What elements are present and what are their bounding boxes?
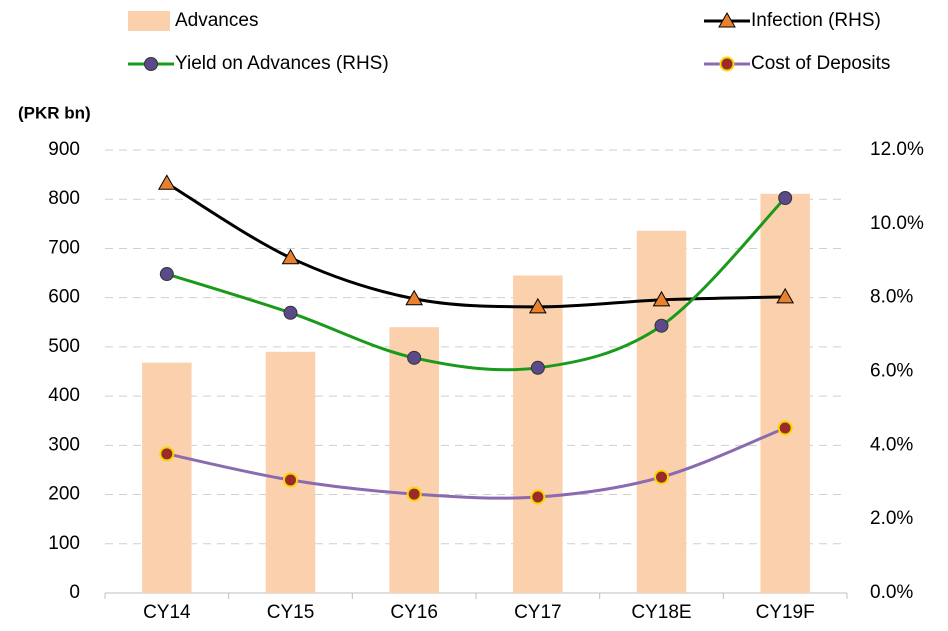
y-axis-label: (PKR bn): [18, 103, 91, 122]
marker: [778, 190, 793, 205]
legend-label: Advances: [175, 10, 258, 31]
y2-tick-label: 6.0%: [870, 361, 913, 382]
marker: [777, 420, 793, 436]
y-tick-label: 500: [48, 336, 80, 357]
line: [166, 181, 786, 309]
y2-tick-label: 8.0%: [870, 287, 913, 308]
y2-tick-label: 2.0%: [870, 508, 913, 529]
bar: [760, 193, 810, 593]
marker: [530, 489, 546, 505]
bar: [389, 327, 439, 593]
marker: [407, 350, 422, 365]
bar: [513, 275, 563, 593]
legend-swatch: [128, 11, 170, 31]
legend-marker: [144, 57, 158, 71]
y2-tick-label: 0.0%: [870, 582, 913, 603]
line: [166, 196, 787, 372]
legend-label: Cost of Deposits: [751, 53, 890, 74]
bar: [265, 351, 316, 593]
x-tick-label: CY14: [143, 602, 191, 623]
x-tick-label: CY17: [514, 602, 562, 623]
y2-tick-label: 4.0%: [870, 434, 913, 455]
y2-tick-label: 12.0%: [870, 139, 924, 160]
y-tick-label: 600: [48, 287, 80, 308]
y-tick-label: 800: [48, 188, 80, 209]
y-tick-label: 0: [69, 582, 80, 603]
y-tick-label: 400: [48, 385, 80, 406]
marker: [654, 318, 669, 333]
marker: [776, 287, 795, 304]
marker: [406, 486, 422, 502]
marker: [283, 472, 298, 488]
marker: [530, 360, 545, 375]
x-tick-label: CY19F: [756, 602, 815, 623]
y-tick-label: 300: [48, 434, 80, 455]
bar: [142, 362, 192, 593]
legend-label: Infection (RHS): [751, 10, 881, 31]
y-tick-label: 700: [48, 237, 80, 258]
y-tick-label: 200: [48, 484, 80, 505]
x-tick-label: CY18E: [631, 602, 691, 623]
y-tick-label: 100: [48, 533, 80, 554]
bar: [636, 230, 687, 594]
legend-marker: [718, 11, 736, 28]
marker: [654, 469, 669, 485]
marker: [159, 446, 175, 462]
marker: [157, 174, 176, 190]
marker: [405, 289, 424, 306]
legend-label: Yield on Advances (RHS): [175, 53, 389, 74]
legend-marker: [719, 56, 735, 72]
y-tick-label: 900: [48, 139, 80, 160]
marker: [652, 290, 671, 307]
x-tick-label: CY15: [267, 602, 315, 623]
marker: [281, 248, 300, 265]
y2-tick-label: 10.0%: [870, 213, 924, 234]
line: [166, 426, 786, 500]
marker: [159, 267, 174, 282]
x-tick-label: CY16: [390, 602, 438, 623]
marker: [528, 297, 547, 314]
marker: [283, 305, 298, 320]
